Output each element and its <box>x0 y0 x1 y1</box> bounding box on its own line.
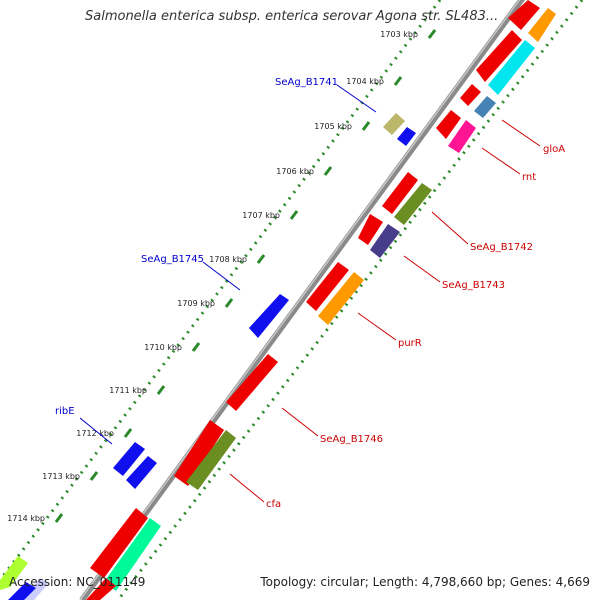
tick-label: 1703 kbp <box>380 30 418 39</box>
major-tick <box>54 513 64 523</box>
major-tick <box>191 342 201 352</box>
reverse-genes <box>86 0 556 600</box>
tick-label: 1711 kbp <box>109 386 147 395</box>
tick-label: 1713 kbp <box>42 472 80 481</box>
tick-label: 1708 kbp <box>209 255 247 264</box>
gene-ribE-b[interactable] <box>126 456 157 489</box>
major-tick <box>393 76 403 86</box>
gene-SeAg_B1742[interactable] <box>358 214 383 245</box>
gene-aqua-bottom[interactable] <box>104 518 161 591</box>
major-tick <box>323 166 333 176</box>
tick-label: 1712 kbp <box>76 429 114 438</box>
label-gloA[interactable]: gloA <box>543 144 565 155</box>
accession-text: Accession: NC_011149 <box>9 575 146 589</box>
gene-olive-1[interactable] <box>394 183 432 225</box>
gene-red-bottom-2[interactable] <box>86 578 116 600</box>
major-tick <box>156 385 166 395</box>
tick-label: 1706 kbp <box>276 167 314 176</box>
tick-labels: 1703 kbp 1704 kbp 1705 kbp 1706 kbp 1707 kbp… <box>7 30 418 523</box>
gene-cfa[interactable] <box>186 430 236 490</box>
gene-rnt[interactable] <box>448 120 476 153</box>
gene-ribE-a[interactable] <box>113 442 145 476</box>
major-tick <box>123 428 133 438</box>
label-connectors <box>79 84 541 503</box>
label-ribE[interactable]: ribE <box>55 406 75 417</box>
inner-tick-ring <box>116 0 584 600</box>
tick-label: 1705 kbp <box>314 122 352 131</box>
gene-purR[interactable] <box>318 272 364 325</box>
gene-SeAg_B1741-a[interactable] <box>383 113 405 135</box>
gene-top-red[interactable] <box>508 0 540 30</box>
label-cfa[interactable]: cfa <box>266 499 281 510</box>
label-purR[interactable]: purR <box>398 338 422 349</box>
gene-SeAg_B1741-b[interactable] <box>397 127 416 146</box>
label-SeAg_B1741[interactable]: SeAg_B1741 <box>275 77 338 88</box>
genome-backbone <box>79 0 526 600</box>
gene-SeAg_B1745[interactable] <box>249 294 289 338</box>
gene-red-2[interactable] <box>476 30 522 82</box>
gene-red-4[interactable] <box>382 172 418 214</box>
label-SeAg_B1746[interactable]: SeAg_B1746 <box>320 434 383 445</box>
major-tick <box>256 254 266 264</box>
gene-labels: SeAg_B1741 SeAg_B1745 ribE gloA rnt SeAg… <box>55 77 565 510</box>
major-tick <box>361 121 371 131</box>
genome-backbone-highlight <box>79 0 521 600</box>
major-tick <box>89 471 99 481</box>
tick-label: 1704 kbp <box>346 77 384 86</box>
major-ticks <box>54 29 437 523</box>
gene-red-3[interactable] <box>460 84 481 106</box>
gene-lime[interactable] <box>0 556 28 590</box>
tick-label: 1714 kbp <box>7 514 45 523</box>
major-tick <box>427 29 437 39</box>
tick-label: 1709 kbp <box>177 299 215 308</box>
gene-SeAg_B1746[interactable] <box>226 354 278 411</box>
gene-SeAg_B1743[interactable] <box>370 224 400 258</box>
topology-summary: Topology: circular; Length: 4,798,660 bp… <box>260 575 590 589</box>
label-SeAg_B1743[interactable]: SeAg_B1743 <box>442 280 505 291</box>
gene-red-bottom[interactable] <box>90 508 148 578</box>
label-SeAg_B1745[interactable]: SeAg_B1745 <box>141 254 204 265</box>
gene-cyan[interactable] <box>488 40 535 95</box>
gene-red-5[interactable] <box>306 262 349 311</box>
outer-tick-ring <box>0 0 442 581</box>
tick-label: 1710 kbp <box>144 343 182 352</box>
gene-steel[interactable] <box>474 96 496 118</box>
map-title: Salmonella enterica subsp. enterica sero… <box>85 9 499 24</box>
gene-gloA[interactable] <box>436 110 461 139</box>
major-tick <box>289 210 299 220</box>
tick-label: 1707 kbp <box>242 211 280 220</box>
forward-genes <box>0 113 416 600</box>
gene-red-6[interactable] <box>174 420 224 486</box>
gene-blue-bottom[interactable] <box>8 582 36 600</box>
gene-top-orange[interactable] <box>528 8 556 42</box>
label-rnt[interactable]: rnt <box>522 172 536 183</box>
major-tick <box>224 298 234 308</box>
label-SeAg_B1742[interactable]: SeAg_B1742 <box>470 242 533 253</box>
